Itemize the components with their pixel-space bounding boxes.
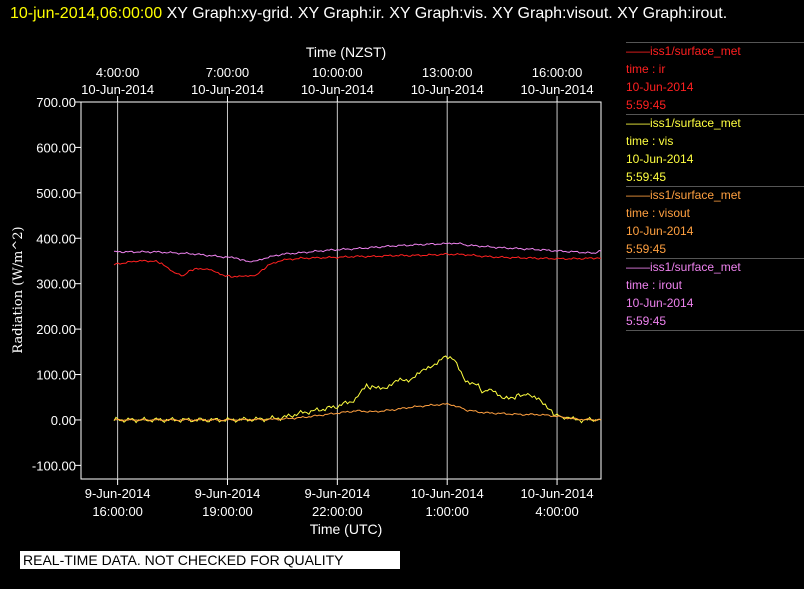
legend-divider [626, 114, 804, 115]
x-tick-label-top-time: 16:00:00 [532, 65, 583, 80]
grid-layer [117, 102, 558, 479]
legend-date: 10-Jun-2014 [626, 224, 694, 238]
series-line-ir [113, 252, 601, 278]
x-axis-label-top: Time (NZST) [306, 44, 386, 60]
legend-entry-vis: ——iss1/surface_met time : vis 10-Jun-201… [626, 114, 804, 186]
x-tick-label-bottom-date: 9-Jun-2014 [195, 486, 261, 501]
x-tick-label-bottom-time: 16:00:00 [92, 504, 143, 519]
y-tick-label: 600.00 [36, 140, 76, 155]
legend-time: 5:59:45 [626, 170, 667, 184]
legend-entry-irout: ——iss1/surface_met time : irout 10-Jun-2… [626, 258, 804, 331]
legend-date: 10-Jun-2014 [626, 80, 694, 94]
legend-time: 5:59:45 [626, 314, 667, 328]
title-graph-list: XY Graph:xy-grid. XY Graph:ir. XY Graph:… [162, 5, 728, 22]
series-line-vis [113, 355, 602, 424]
y-tick-label: 0.00 [51, 413, 76, 428]
legend-entry-visout: ——iss1/surface_met time : visout 10-Jun-… [626, 186, 804, 258]
legend-variable: time : visout [626, 206, 691, 220]
legend-time: 5:59:45 [626, 98, 667, 112]
x-tick-label-bottom-date: 10-Jun-2014 [411, 486, 484, 501]
legend-source: ——iss1/surface_met [626, 44, 741, 58]
legend-source: ——iss1/surface_met [626, 116, 741, 130]
y-tick-label: 400.00 [36, 231, 76, 246]
legend-divider [626, 330, 804, 331]
x-tick-label-bottom-date: 10-Jun-2014 [521, 486, 594, 501]
y-axis-label: Radiation (W/m^2) [11, 226, 26, 353]
legend-variable: time : irout [626, 278, 683, 292]
x-tick-label-top-date: 10-Jun-2014 [301, 82, 374, 97]
legend-date: 10-Jun-2014 [626, 152, 694, 166]
x-tick-label-bottom-time: 4:00:00 [535, 504, 578, 519]
series-line-visout [113, 402, 602, 422]
axis-layer: 9-Jun-2014 16:00:00 4:00:00 10-Jun-2014 9-Ju… [32, 65, 594, 519]
x-axis-label-bottom: Time (UTC) [310, 521, 383, 537]
legend-date: 10-Jun-2014 [626, 296, 694, 310]
x-tick-label-top-time: 4:00:00 [96, 65, 139, 80]
title-timestamp: 10-jun-2014,06:00:00 [10, 5, 163, 22]
legend-divider [626, 186, 804, 187]
x-tick-label-bottom-date: 9-Jun-2014 [85, 486, 151, 501]
y-tick-label: 100.00 [36, 368, 76, 383]
x-tick-label-top-time: 7:00:00 [206, 65, 249, 80]
x-tick-label-bottom-time: 22:00:00 [312, 504, 363, 519]
x-tick-label-top-date: 10-Jun-2014 [81, 82, 154, 97]
x-tick-label-top-date: 10-Jun-2014 [521, 82, 594, 97]
x-tick-label-top-time: 13:00:00 [422, 65, 473, 80]
chart-title: 10-jun-2014,06:00:00 XY Graph:xy-grid. X… [10, 2, 800, 26]
y-tick-label: 500.00 [36, 186, 76, 201]
series-layer [113, 242, 602, 424]
legend-variable: time : ir [626, 62, 666, 76]
legend-variable: time : vis [626, 134, 674, 148]
plot-area-frame [80, 101, 602, 480]
x-tick-label-bottom-time: 1:00:00 [426, 504, 469, 519]
legend-divider [626, 42, 804, 43]
x-tick-label-bottom-date: 9-Jun-2014 [304, 486, 370, 501]
x-tick-label-bottom-time: 19:00:00 [202, 504, 253, 519]
legend-entry-ir: ——iss1/surface_met time : ir 10-Jun-2014… [626, 42, 804, 114]
y-tick-label: -100.00 [32, 458, 76, 473]
y-tick-label: 300.00 [36, 277, 76, 292]
series-line-irout [113, 242, 602, 263]
x-tick-label-top-time: 10:00:00 [312, 65, 363, 80]
data-quality-notice: REAL-TIME DATA. NOT CHECKED FOR QUALITY [20, 551, 400, 569]
legend-divider [626, 258, 804, 259]
x-tick-label-top-date: 10-Jun-2014 [411, 82, 484, 97]
legend-source: ——iss1/surface_met [626, 260, 741, 274]
legend-time: 5:59:45 [626, 242, 667, 256]
legend-source: ——iss1/surface_met [626, 188, 741, 202]
y-tick-label: 200.00 [36, 322, 76, 337]
x-tick-label-top-date: 10-Jun-2014 [191, 82, 264, 97]
y-tick-label: 700.00 [36, 95, 76, 110]
